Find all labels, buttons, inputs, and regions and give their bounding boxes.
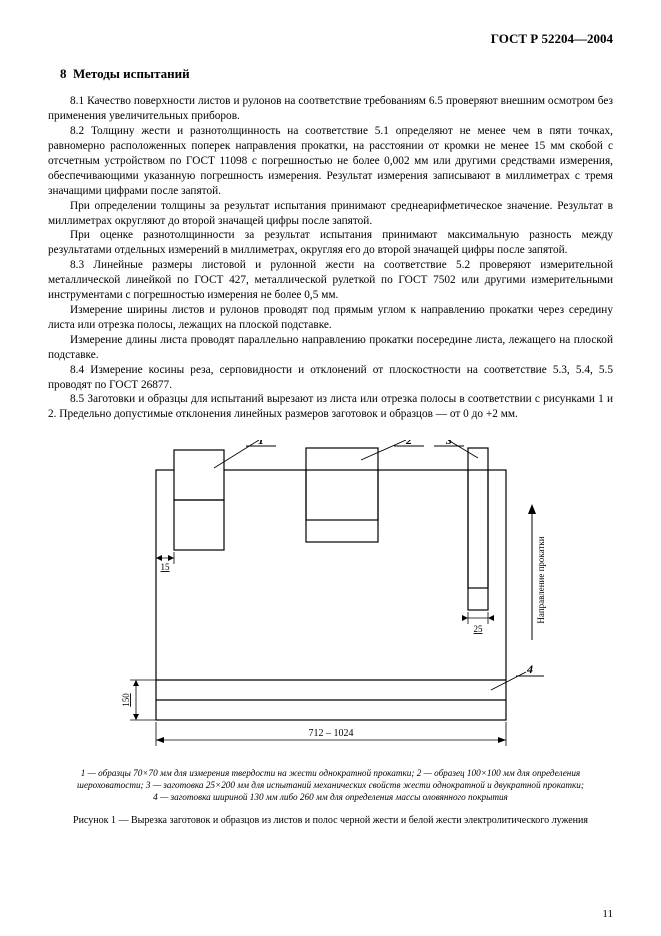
page: ГОСТ Р 52204—2004 8 Методы испытаний 8.1…	[0, 0, 661, 936]
label-3: 3	[445, 440, 452, 447]
label-1: 1	[258, 440, 264, 447]
paragraph: 8.1 Качество поверхности листов и рулоно…	[48, 94, 613, 124]
figure-title: Рисунок 1 — Вырезка заготовок и образцов…	[48, 814, 613, 827]
paragraph: Измерение длины листа проводят параллель…	[48, 333, 613, 363]
page-number: 11	[602, 907, 613, 922]
paragraph: Измерение ширины листов и рулонов провод…	[48, 303, 613, 333]
figure-legend: 1 — образцы 70×70 мм для измерения тверд…	[68, 768, 593, 804]
rolling-direction-label: Направление прокатки	[536, 537, 546, 624]
paragraph: При оценке разнотолщинности за результат…	[48, 228, 613, 258]
legend-part: 3 — заготовка 25×200 мм для испытаний ме…	[146, 780, 584, 790]
label-2: 2	[405, 440, 412, 447]
paragraph: При определении толщины за результат исп…	[48, 199, 613, 229]
section-title: Методы испытаний	[73, 66, 190, 81]
figure-diagram: 15 25 150	[96, 440, 566, 760]
legend-part: 1 — образцы 70×70 мм для измерения тверд…	[81, 768, 415, 778]
section-heading: 8 Методы испытаний	[60, 65, 613, 82]
paragraph: 8.2 Толщину жести и разнотолщинность на …	[48, 124, 613, 199]
section-number: 8	[60, 66, 67, 81]
legend-part: 4 — заготовка шириной 130 мм либо 260 мм…	[153, 792, 508, 802]
label-4: 4	[526, 662, 533, 676]
paragraph: 8.4 Измерение косины реза, серповидности…	[48, 363, 613, 393]
dim-150: 150	[121, 693, 131, 707]
paragraph: 8.5 Заготовки и образцы для испытаний вы…	[48, 392, 613, 422]
dim-15: 15	[160, 562, 170, 572]
diagram-svg: 15 25 150	[96, 440, 566, 760]
dim-bottom: 712 – 1024	[308, 728, 353, 739]
dim-25: 25	[473, 624, 483, 634]
document-id: ГОСТ Р 52204—2004	[48, 30, 613, 47]
paragraph: 8.3 Линейные размеры листовой и рулонной…	[48, 258, 613, 303]
